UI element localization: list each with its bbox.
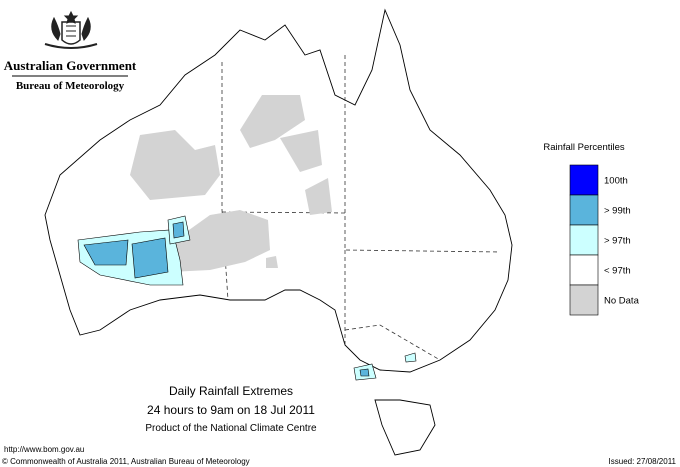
footer-url: http://www.bom.gov.au [4,445,84,454]
coat-of-arms [44,10,98,49]
tasmania [374,399,436,456]
legend-label: 100th [604,176,628,187]
caption-title: Daily Rainfall Extremes [169,384,293,398]
legend-label: > 99th [604,206,631,217]
state-border [344,55,501,253]
legend-label: < 97th [604,266,631,277]
state-border [221,62,229,301]
legend-label: > 97th [604,236,631,247]
legend-swatch [569,164,599,196]
header-subtitle: Bureau of Meteorology [16,80,125,92]
caption-product: Product of the National Climate Centre [145,423,317,434]
legend-swatch [569,284,599,316]
legend-swatch [569,254,599,286]
state-border [344,324,441,361]
footer-copyright: © Commonwealth of Australia 2011, Austra… [2,457,250,466]
no-data-areas [130,95,332,272]
map [44,8,513,456]
legend-title: Rainfall Percentiles [543,142,625,153]
header-title: Australian Government [4,58,137,73]
rainfall-areas [77,215,417,381]
legend-swatch [569,194,599,226]
legend-label: No Data [604,296,640,307]
footer-issued: Issued: 27/08/2011 [609,457,677,466]
legend: Rainfall Percentiles 100th > 99th > 97th < … [543,142,640,316]
legend-swatch [569,224,599,256]
caption-period: 24 hours to 9am on 18 Jul 2011 [147,403,315,417]
